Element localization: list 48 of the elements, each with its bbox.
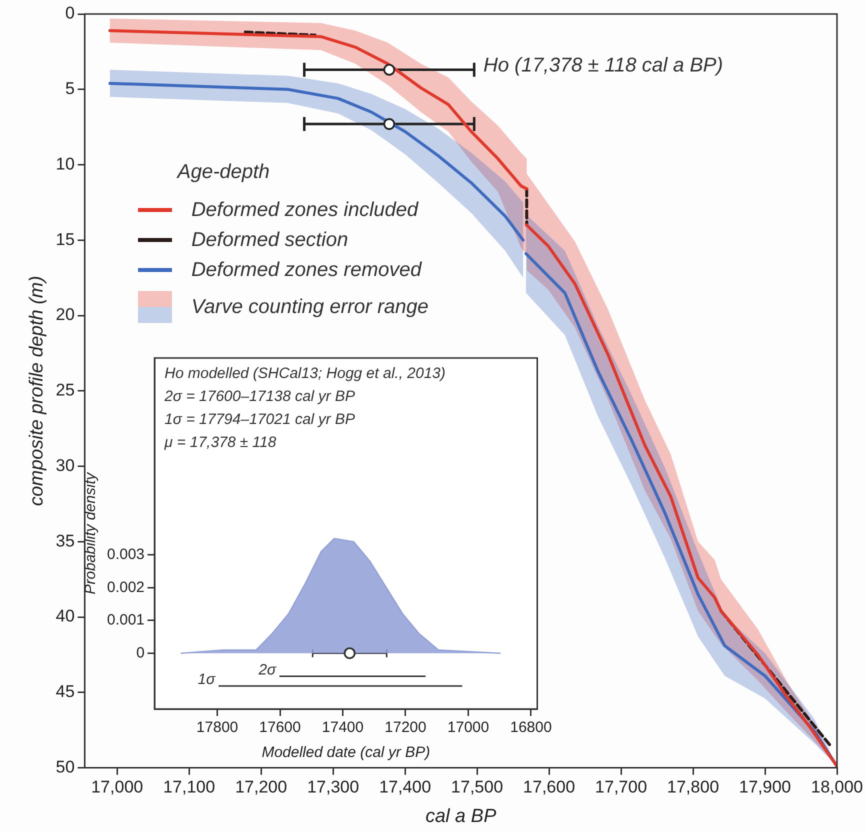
legend-title: Age-depth <box>176 160 271 185</box>
x-tick-label: 17,600 <box>523 778 576 797</box>
x-tick-label: 17,400 <box>379 778 432 797</box>
y-tick-label: 0.002 <box>106 578 145 596</box>
series-label: 2σ <box>258 661 277 678</box>
legend-label: Deformed section <box>191 228 348 252</box>
y-axis-title: Probability density <box>82 471 100 594</box>
y-tick-label: 25 <box>56 380 75 400</box>
x-tick-label: 17800 <box>196 719 238 736</box>
y-tick-label: 50 <box>56 757 75 776</box>
text: Ho modelled (SHCal13; Hogg et al., 2013) <box>164 365 446 382</box>
annotation: Varve counting error range <box>191 296 429 319</box>
x-tick-label: 17,000 <box>91 778 144 797</box>
x-tick-label: 17200 <box>384 719 426 736</box>
annotation: μ = 17,378 ± 118 <box>164 434 277 452</box>
y-tick-label: 10 <box>56 154 75 174</box>
annotation: Ho (17,378 ± 118 cal a BP) <box>483 54 724 77</box>
x-tick-label: 17,100 <box>163 778 216 797</box>
x-tick-label: 17,200 <box>235 778 288 797</box>
x-tick-label: 17,900 <box>739 778 792 797</box>
x-tick-label: 16800 <box>510 719 552 736</box>
y-tick-label: 0 <box>65 4 75 23</box>
y-tick-label: 20 <box>56 305 75 324</box>
x-tick-label: 17,800 <box>667 778 720 797</box>
y-tick-label: 15 <box>56 230 75 249</box>
x-axis-title: Modelled date (cal yr BP) <box>262 744 430 762</box>
x-tick-label: 17400 <box>322 719 364 736</box>
y-tick-label: 30 <box>56 456 75 475</box>
y-tick-label: 0.003 <box>106 546 145 563</box>
x-tick-label: 17000 <box>447 719 490 736</box>
x-axis-title: cal a BP <box>425 806 497 827</box>
y-tick-label: 5 <box>65 79 75 98</box>
annotation: 1σ = 17794–17021 cal yr BP <box>164 411 355 428</box>
legend-label: Deformed zones included <box>191 198 418 222</box>
x-tick-label: 17600 <box>259 719 301 736</box>
x-tick-label: 17,500 <box>451 778 504 797</box>
y-tick-label: 0 <box>136 644 145 662</box>
y-tick-label: 45 <box>56 682 75 702</box>
y-tick-label: 40 <box>56 606 75 626</box>
x-tick-label: 18,000 <box>811 778 863 797</box>
annotation: 2σ = 17600–17138 cal yr BP <box>164 388 355 406</box>
y-tick-label: 0.001 <box>106 612 145 629</box>
x-tick-label: 17,300 <box>307 778 360 797</box>
legend-label: Deformed zones removed <box>191 258 422 282</box>
x-tick-label: 17,700 <box>595 778 648 797</box>
y-axis-title: composite profile depth (m) <box>26 276 48 506</box>
y-tick-label: 35 <box>56 531 75 550</box>
series-label: 1σ <box>198 671 216 688</box>
